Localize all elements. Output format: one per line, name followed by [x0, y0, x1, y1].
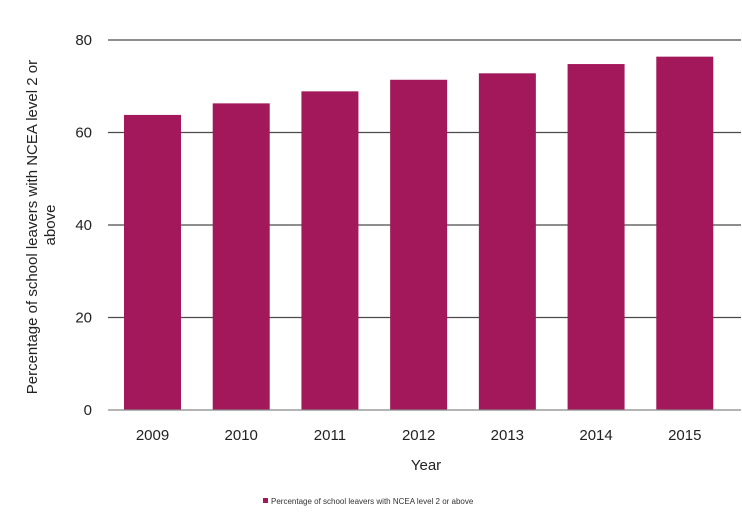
bar-2010 [212, 103, 270, 411]
x-tick-labels: 2009 2010 2011 2012 2013 2014 2015 [136, 427, 702, 444]
x-tick-label-2014: 2014 [579, 427, 612, 444]
bar-2011 [301, 91, 359, 411]
x-tick-label-2009: 2009 [136, 427, 169, 444]
x-tick-label-2015: 2015 [668, 427, 701, 444]
x-tick-label-2012: 2012 [402, 427, 435, 444]
bars [124, 56, 714, 411]
y-tick-label-60: 60 [75, 125, 92, 142]
y-tick-label-80: 80 [75, 32, 92, 49]
bar-2009 [124, 114, 181, 411]
y-axis-title-line-2: above [42, 205, 59, 246]
y-tick-label-0: 0 [84, 402, 92, 419]
y-tick-labels: 0 20 40 60 80 [75, 32, 92, 419]
y-axis-title: Percentage of school leavers with NCEA l… [24, 56, 59, 395]
y-axis-title-line-1: Percentage of school leavers with NCEA l… [24, 60, 41, 394]
bar-2015 [656, 56, 714, 411]
x-axis-title: Year [411, 457, 441, 474]
bar-2014 [567, 64, 625, 411]
legend-label: Percentage of school leavers with NCEA l… [271, 497, 474, 506]
y-tick-label-40: 40 [75, 217, 92, 234]
bar-2012 [390, 79, 448, 411]
y-tick-label-20: 20 [75, 310, 92, 327]
x-tick-label-2010: 2010 [225, 427, 258, 444]
x-tick-label-2011: 2011 [314, 427, 346, 444]
legend: Percentage of school leavers with NCEA l… [263, 497, 474, 506]
x-tick-label-2013: 2013 [491, 427, 524, 444]
legend-swatch [263, 498, 268, 503]
bar-2013 [478, 73, 536, 411]
